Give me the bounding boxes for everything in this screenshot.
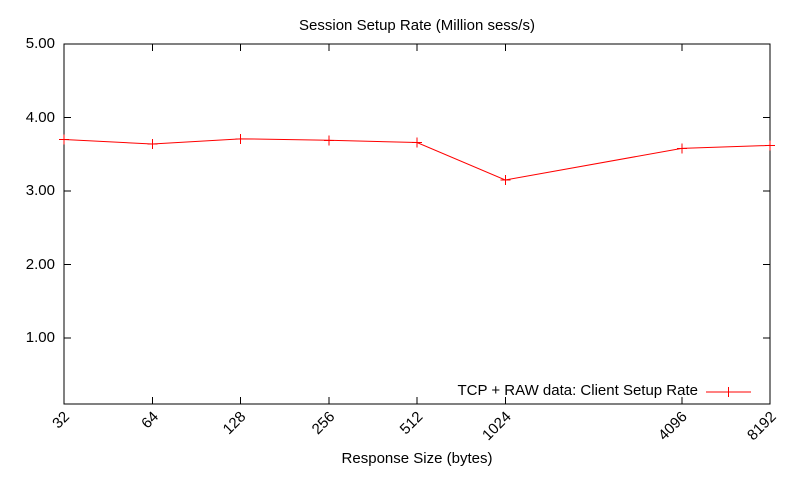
x-axis-label: Response Size (bytes): [341, 450, 493, 467]
y-tick-label: 2.00: [25, 255, 55, 273]
legend-label: TCP + RAW data: Client Setup Rate: [457, 382, 698, 399]
data-line: [63, 138, 771, 181]
y-tick-label: 3.00: [25, 182, 55, 199]
y-tick-label: 1.00: [25, 329, 55, 346]
plot-border: [63, 43, 771, 405]
chart-title: Session Setup Rate (Million sess/s): [299, 17, 535, 34]
y-tick-label: 5.00: [25, 35, 55, 52]
y-tick-label: 4.00: [25, 108, 55, 126]
